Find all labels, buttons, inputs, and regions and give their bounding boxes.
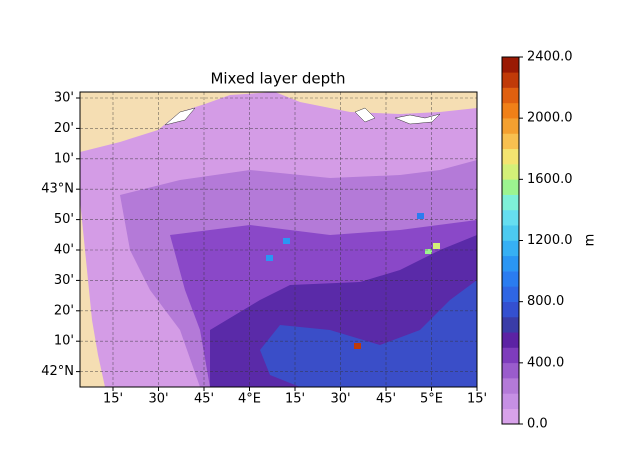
lat-label: 50' [54, 212, 74, 227]
colorbar-tick-label: 1600.0 [527, 172, 573, 187]
colorbar-segment [502, 57, 519, 73]
colorbar-tick-label: 2000.0 [527, 111, 573, 126]
colorbar-label: m [583, 234, 598, 247]
colorbar-segment [502, 362, 519, 379]
colorbar-segment [502, 393, 519, 410]
colorbar-segment [502, 148, 519, 165]
colorbar-segment [502, 378, 519, 394]
lat-label: 40' [54, 243, 74, 258]
spot [417, 213, 424, 219]
colorbar-segment [502, 286, 519, 302]
lat-label: 20' [54, 303, 74, 318]
lat-label: 20' [54, 121, 74, 136]
colorbar-segment [502, 301, 519, 318]
deepest-zone [260, 280, 477, 387]
map-title: Mixed layer depth [210, 70, 345, 88]
colorbar-segment [502, 87, 519, 104]
lon-label: 15' [467, 392, 487, 407]
colorbar-segment [502, 332, 519, 348]
lat-label: 10' [54, 334, 74, 349]
colorbar-segment [502, 255, 519, 272]
lat-label: 30' [54, 273, 74, 288]
colorbar-segment [502, 347, 519, 364]
lon-label: 4°E [238, 392, 261, 407]
lat-label: 42°N [41, 364, 74, 379]
colorbar-segment [502, 271, 519, 287]
colorbar [502, 57, 519, 425]
map-frame [79, 91, 478, 388]
colorbar-segment [502, 102, 519, 119]
colorbar-segment [502, 194, 519, 211]
lat-label: 30' [54, 91, 74, 106]
lon-label: 15' [285, 392, 305, 407]
colorbar-segment [502, 72, 519, 88]
lat-label: 10' [54, 151, 74, 166]
spot [425, 249, 432, 254]
colorbar-segment [502, 164, 519, 180]
island [394, 113, 441, 125]
spot [283, 238, 290, 244]
lon-label: 45' [376, 392, 396, 407]
map [80, 92, 477, 387]
colorbar-segment [502, 316, 519, 333]
hot-spot [354, 343, 361, 349]
colorbar-segment [502, 118, 519, 134]
lon-label: 30' [148, 392, 168, 407]
colorbar-segment [502, 179, 519, 195]
colorbar-segment [502, 209, 519, 226]
colorbar-tick-label: 400.0 [527, 355, 564, 370]
colorbar-segment [502, 225, 519, 241]
lat-label: 43°N [41, 182, 74, 197]
colorbar-segment [502, 240, 519, 257]
colorbar-tick-label: 1200.0 [527, 233, 573, 248]
colorbar-tick-label: 0.0 [527, 417, 548, 432]
colorbar-tick-label: 800.0 [527, 294, 564, 309]
spot [433, 243, 440, 249]
colorbar-segment [502, 408, 519, 425]
island [164, 107, 196, 126]
lon-label: 45' [194, 392, 214, 407]
island [354, 107, 376, 123]
colorbar-segment [502, 133, 519, 150]
lon-label: 30' [330, 392, 350, 407]
colorbar-tick-label: 2400.0 [527, 50, 573, 65]
lon-label: 5°E [420, 392, 443, 407]
lon-label: 15' [103, 392, 123, 407]
spot [266, 255, 273, 261]
